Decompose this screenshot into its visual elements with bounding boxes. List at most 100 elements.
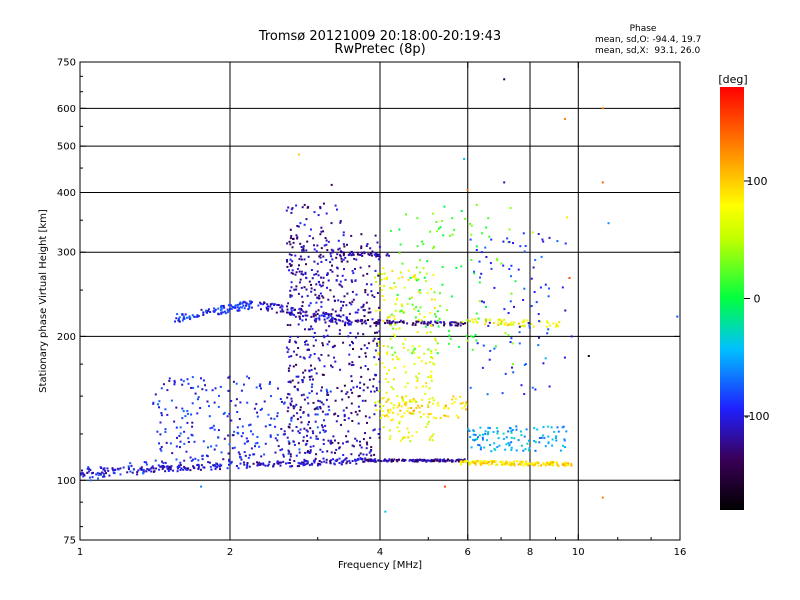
data-point <box>402 320 405 323</box>
data-point <box>305 462 308 465</box>
data-point <box>461 407 464 410</box>
data-point <box>299 281 301 284</box>
data-point <box>323 315 326 318</box>
data-point <box>373 390 376 393</box>
data-point <box>568 277 571 279</box>
data-point <box>301 295 304 298</box>
data-point <box>242 432 244 435</box>
data-point <box>308 464 311 467</box>
data-point <box>322 443 325 445</box>
data-point <box>339 254 341 257</box>
data-point <box>217 436 220 439</box>
data-point <box>497 318 500 321</box>
data-point <box>385 254 388 257</box>
data-point <box>359 254 362 256</box>
data-point <box>392 406 395 409</box>
data-point <box>303 223 306 226</box>
data-point <box>197 465 200 468</box>
data-point <box>336 266 339 269</box>
data-point <box>287 393 290 395</box>
data-point <box>548 463 551 466</box>
data-point <box>257 304 260 307</box>
data-point <box>164 431 167 433</box>
data-point <box>470 335 473 338</box>
data-point <box>192 466 195 469</box>
data-point <box>533 440 536 442</box>
data-point <box>504 332 507 334</box>
data-point <box>350 234 353 237</box>
data-point <box>312 315 315 318</box>
data-point <box>446 459 449 462</box>
data-point <box>90 472 93 475</box>
data-point <box>398 402 401 405</box>
data-point <box>343 268 345 271</box>
data-point <box>287 369 290 372</box>
data-point <box>347 321 350 324</box>
data-point <box>375 253 378 256</box>
data-point <box>276 439 279 442</box>
data-point <box>252 462 255 465</box>
data-point <box>429 322 432 325</box>
data-point <box>302 393 305 396</box>
data-point <box>431 212 434 215</box>
data-point <box>132 468 135 471</box>
data-point <box>537 464 540 467</box>
data-point <box>489 262 492 265</box>
data-point <box>296 388 299 391</box>
data-point <box>443 414 445 417</box>
data-point <box>534 462 537 464</box>
data-point <box>496 430 499 433</box>
data-point <box>286 308 289 311</box>
data-point <box>413 351 416 354</box>
data-point <box>315 407 318 410</box>
data-point <box>538 336 540 339</box>
data-point <box>412 412 415 415</box>
data-point <box>364 459 367 462</box>
data-point <box>288 423 291 426</box>
data-point <box>441 460 444 463</box>
data-point <box>319 206 322 208</box>
data-point <box>489 427 491 430</box>
data-point <box>517 268 520 271</box>
data-point <box>359 381 362 384</box>
data-point <box>362 438 365 441</box>
data-point <box>162 464 165 467</box>
data-point <box>256 436 259 438</box>
data-point <box>564 446 566 448</box>
data-point <box>467 319 469 322</box>
data-point <box>403 365 406 368</box>
data-point <box>160 412 163 414</box>
data-point <box>375 321 378 323</box>
data-point <box>451 217 454 220</box>
data-point <box>406 303 409 306</box>
data-point <box>170 399 173 402</box>
data-point <box>345 462 348 465</box>
data-point <box>398 420 401 423</box>
data-point <box>279 449 282 452</box>
data-point <box>315 453 318 456</box>
data-point <box>474 433 477 436</box>
data-point <box>304 271 307 274</box>
data-point <box>372 429 375 432</box>
data-point <box>531 462 534 465</box>
data-point <box>331 366 334 369</box>
data-point <box>342 254 345 257</box>
data-point <box>267 307 270 310</box>
data-point <box>361 399 364 402</box>
data-point <box>427 348 430 351</box>
data-point <box>236 411 239 413</box>
data-point <box>288 312 291 315</box>
data-point <box>398 252 401 255</box>
data-point <box>565 463 568 466</box>
data-point <box>327 314 330 316</box>
data-point <box>295 288 298 291</box>
data-point <box>449 324 452 327</box>
data-point <box>416 331 419 334</box>
data-point <box>305 318 307 321</box>
data-point <box>209 311 212 313</box>
data-point <box>213 448 216 451</box>
data-point <box>290 271 293 274</box>
data-point <box>455 459 458 462</box>
data-point <box>542 462 545 464</box>
data-point <box>485 320 487 323</box>
